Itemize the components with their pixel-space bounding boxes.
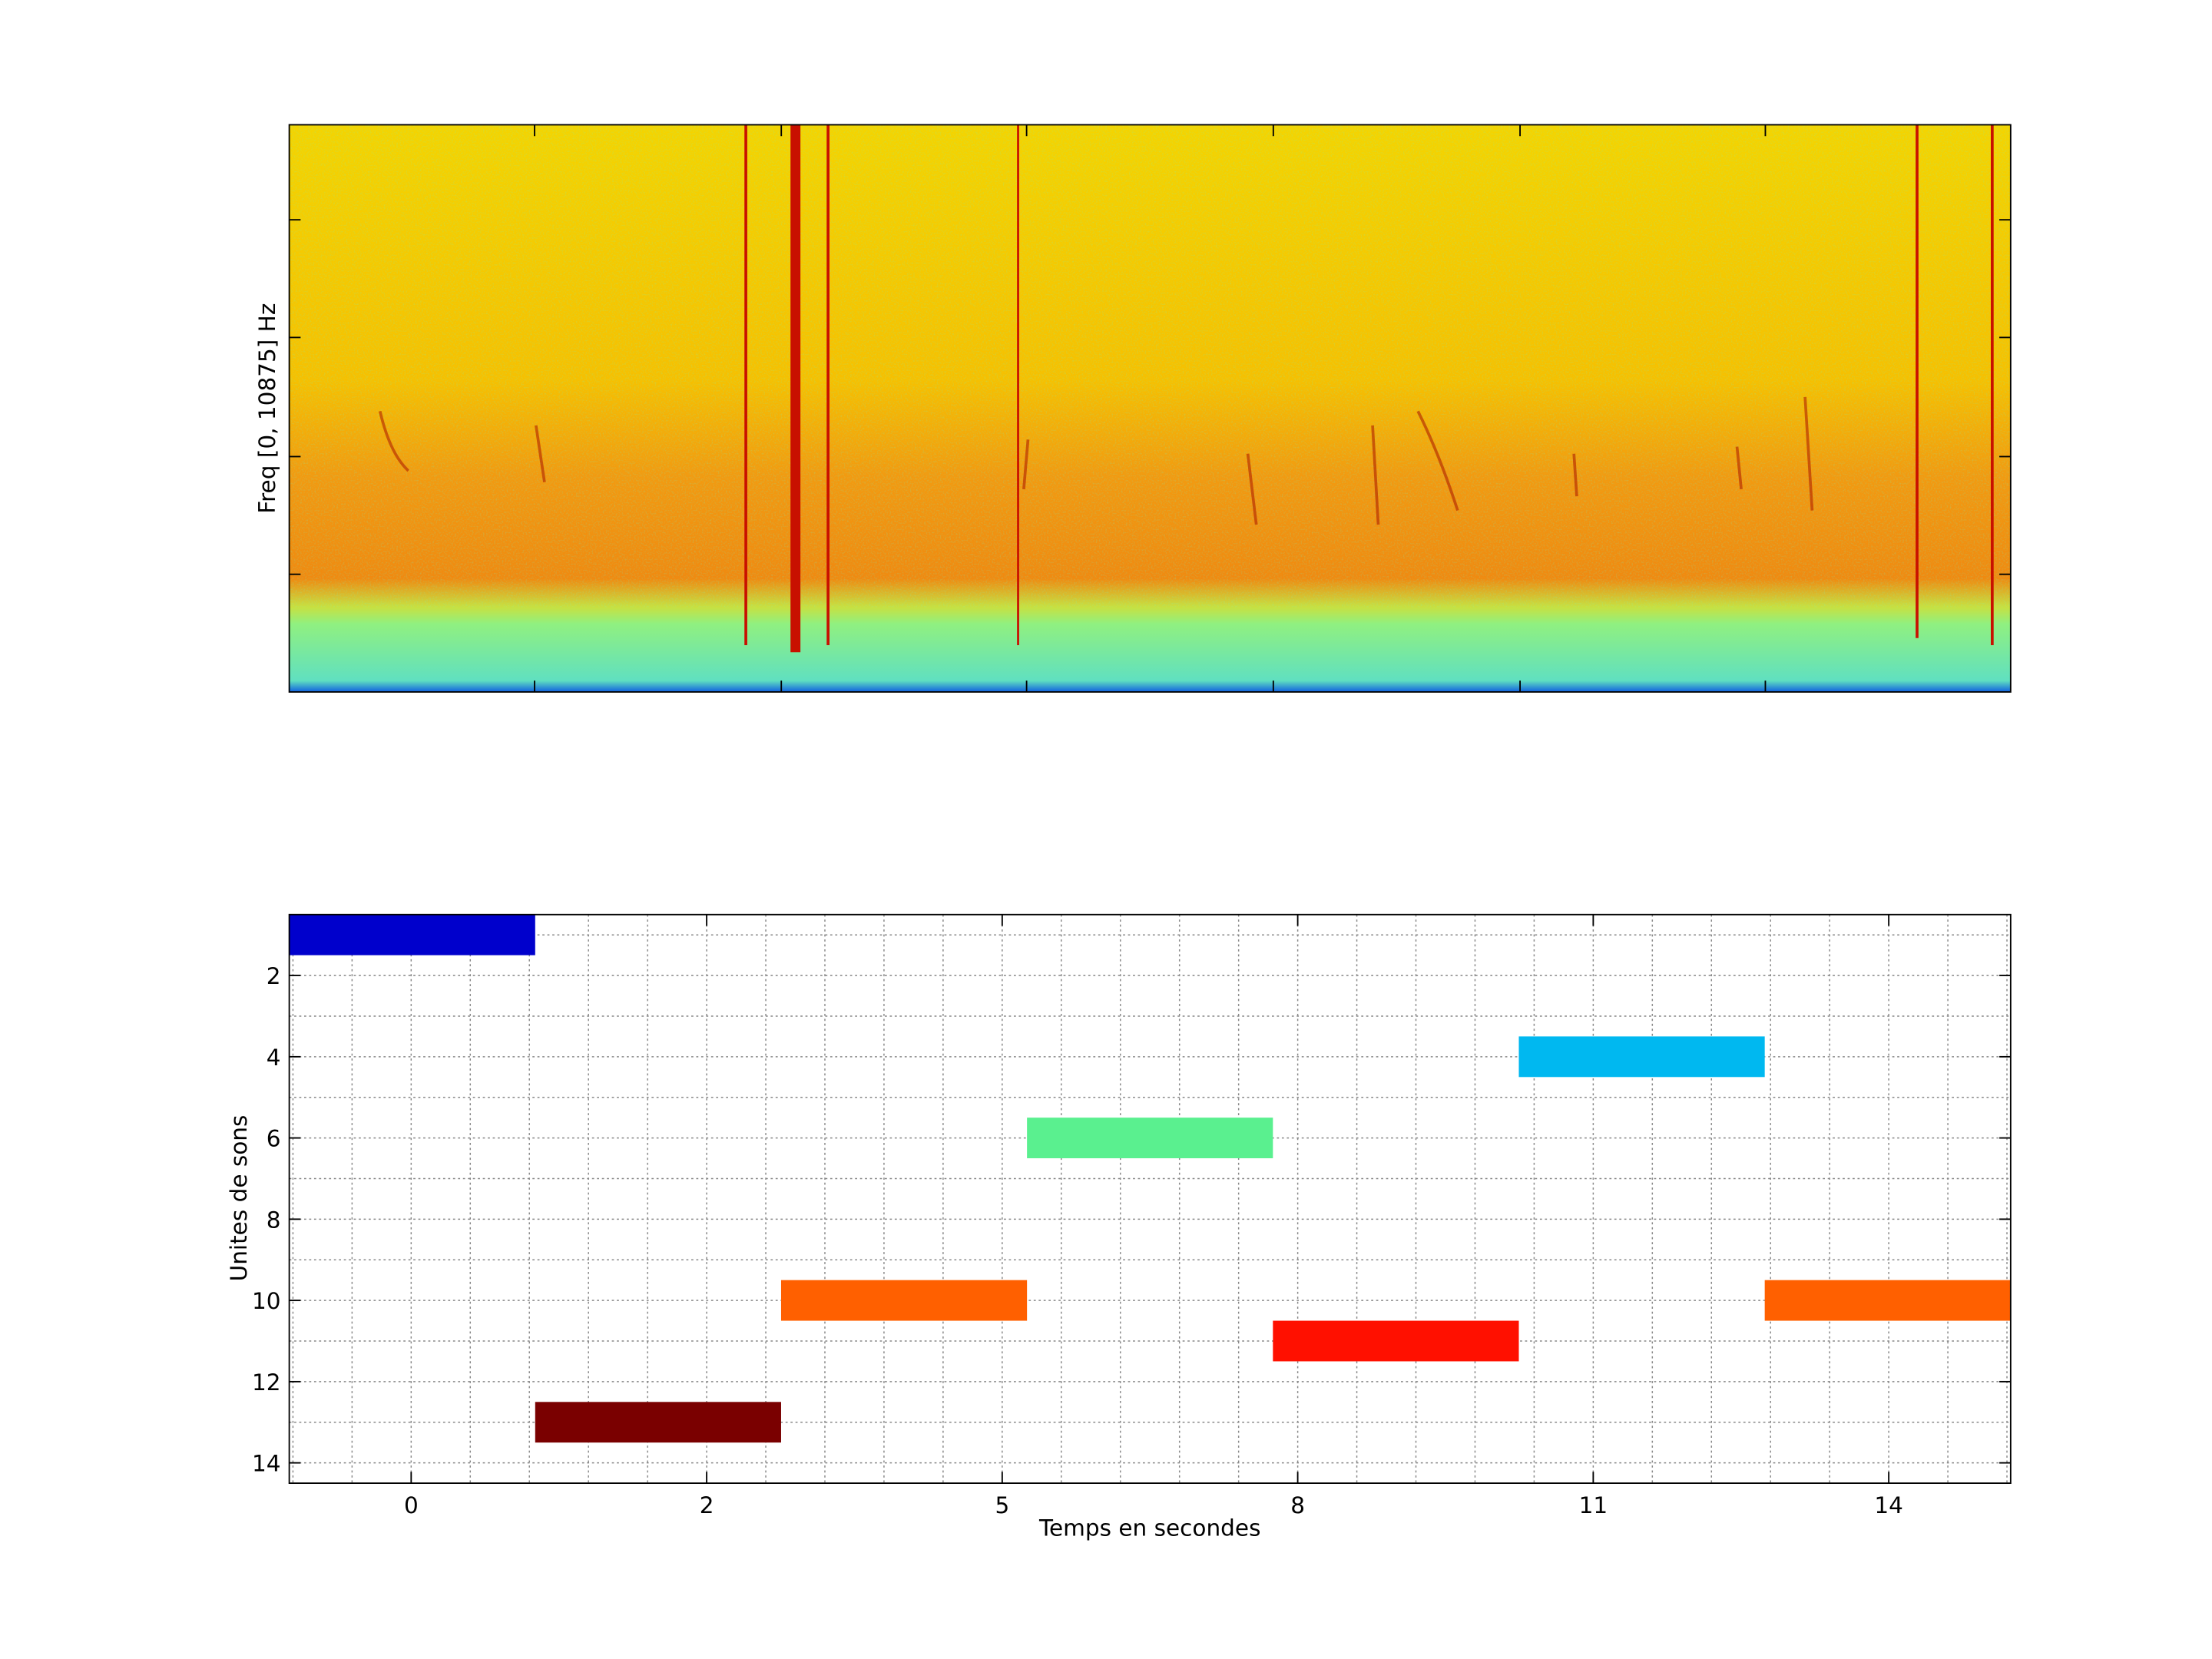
segment xyxy=(535,1402,781,1443)
spectrogram-noise xyxy=(289,124,2011,608)
x-tick-label: 2 xyxy=(700,1492,714,1518)
y-tick-label: 8 xyxy=(267,1207,281,1233)
segment xyxy=(780,1280,1028,1321)
segments-chart: 0 2 5 8 11 14 2 4 6 8 10 12 14 Temps en secondes Unite… xyxy=(226,913,2012,1541)
spectrogram-lines xyxy=(744,124,1994,653)
y-tick-label: 12 xyxy=(252,1369,281,1396)
y-tick-label: 2 xyxy=(267,963,281,989)
x-tick-label: 11 xyxy=(1579,1492,1608,1518)
y-tick-label: 10 xyxy=(252,1288,281,1314)
y-tick-label: 6 xyxy=(267,1126,281,1152)
segment xyxy=(1764,1280,2011,1321)
segment xyxy=(1273,1320,1519,1362)
x-tick-label: 14 xyxy=(1874,1492,1903,1518)
y-axis-label: Unites de sons xyxy=(226,1115,252,1282)
spectrogram-calls xyxy=(378,396,1814,525)
x-axis-label: Temps en secondes xyxy=(1038,1515,1260,1541)
segment xyxy=(1027,1118,1273,1159)
spectrogram-ticks xyxy=(289,124,2011,692)
axes-box xyxy=(288,913,2012,1484)
segment xyxy=(289,914,535,955)
segment xyxy=(1518,1036,1765,1078)
spectrogram: Freq [0, 10875] Hz xyxy=(254,124,2012,693)
y-tick-label: 14 xyxy=(252,1451,281,1477)
x-tick-label: 0 xyxy=(404,1492,419,1518)
y-axis-label: Freq [0, 10875] Hz xyxy=(254,303,280,514)
x-tick-label: 8 xyxy=(1290,1492,1305,1518)
y-tick-label: 4 xyxy=(267,1045,281,1071)
x-tick-label: 5 xyxy=(995,1492,1009,1518)
axes-box xyxy=(288,124,2012,693)
